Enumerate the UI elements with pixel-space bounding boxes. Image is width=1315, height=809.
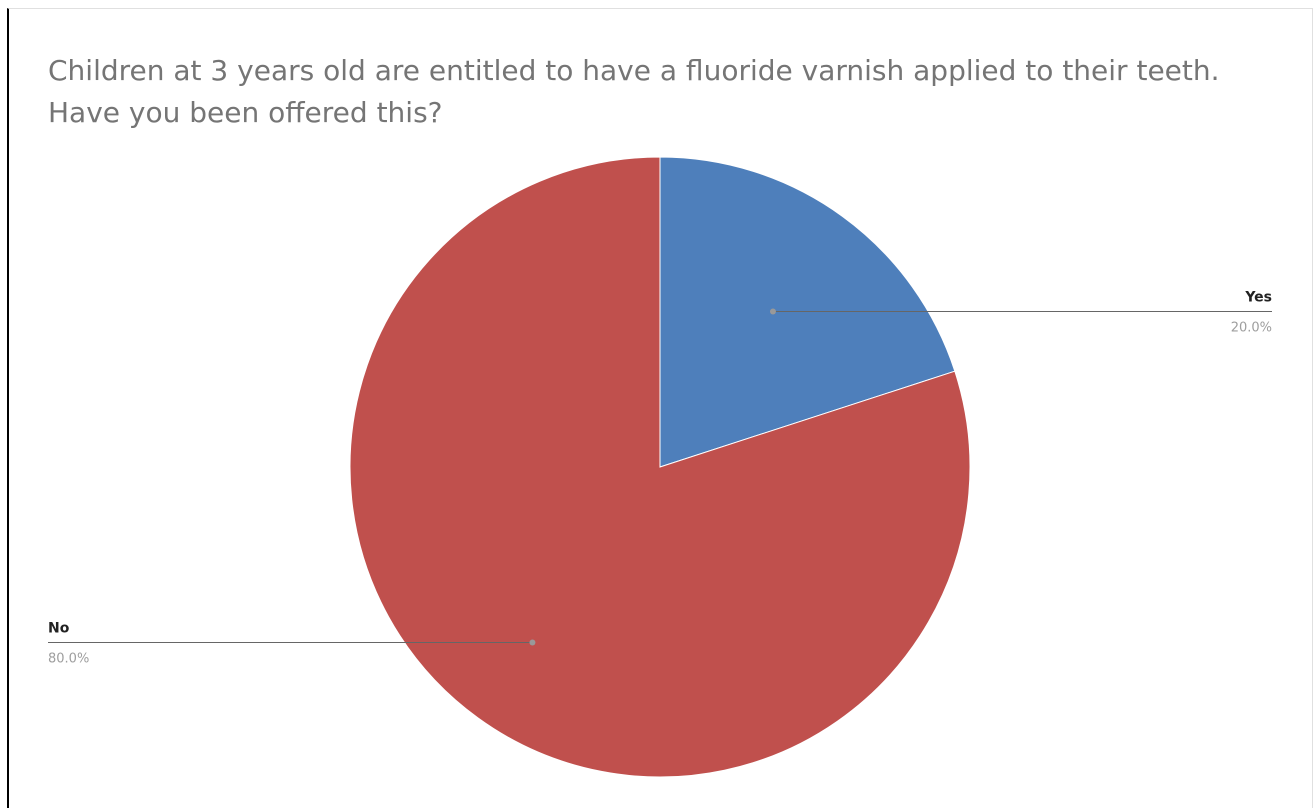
- leader-dot-yes: [769, 308, 776, 315]
- slice-label-no: No: [48, 621, 70, 637]
- pie-slices: [349, 156, 971, 778]
- pie-slice-no: [349, 156, 971, 778]
- pie-labels: Yes 20.0% No 80.0%: [48, 290, 1272, 667]
- leader-dot-no: [529, 639, 536, 646]
- slice-value-yes: 20.0%: [1231, 321, 1272, 336]
- chart-title: Children at 3 years old are entitled to …: [48, 54, 1220, 129]
- slice-value-no: 80.0%: [48, 652, 89, 667]
- slice-label-yes: Yes: [1244, 290, 1272, 306]
